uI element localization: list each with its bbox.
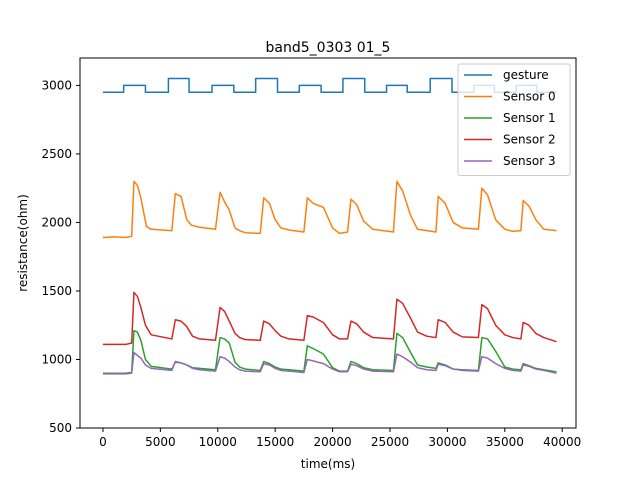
x-tick-label: 20000 — [313, 435, 351, 449]
x-axis: 0 5000 10000 15000 20000 25000 30000 35000 40000 — [99, 428, 581, 449]
series-line-sensor-2 — [102, 291, 557, 346]
legend-label: gesture — [503, 68, 549, 82]
x-tick-label: 10000 — [199, 435, 237, 449]
y-tick-label: 1500 — [41, 284, 72, 298]
x-tick-label: 40000 — [543, 435, 581, 449]
legend-box — [457, 63, 571, 176]
legend-label: Sensor 2 — [503, 133, 556, 147]
plot-area-frame — [79, 57, 577, 429]
y-axis: 500 1000 1500 2000 2500 3000 — [41, 78, 80, 435]
x-tick-label: 5000 — [145, 435, 176, 449]
y-tick-label: 2500 — [41, 147, 72, 161]
series-line-sensor-0 — [102, 180, 557, 239]
y-tick-label: 1000 — [41, 352, 72, 366]
x-tick-label: 25000 — [371, 435, 409, 449]
series-line-sensor-3 — [102, 351, 557, 375]
y-axis-title: resistance(ohm) — [16, 194, 30, 292]
x-tick-label: 15000 — [256, 435, 294, 449]
x-tick-label: 30000 — [428, 435, 466, 449]
x-tick-label: 0 — [99, 435, 107, 449]
chart-title: band5_0303 01_5 — [266, 40, 391, 56]
y-tick-label: 500 — [49, 421, 72, 435]
legend-label: Sensor 3 — [503, 154, 556, 168]
x-tick-label: 35000 — [486, 435, 524, 449]
legend-label: Sensor 0 — [503, 90, 556, 104]
y-tick-label: 2000 — [41, 215, 72, 229]
x-axis-title: time(ms) — [301, 457, 355, 471]
y-tick-label: 3000 — [41, 78, 72, 92]
legend-label: Sensor 1 — [503, 111, 556, 125]
legend: gesture Sensor 0 Sensor 1 Sensor 2 Sensor 3 — [457, 63, 571, 176]
